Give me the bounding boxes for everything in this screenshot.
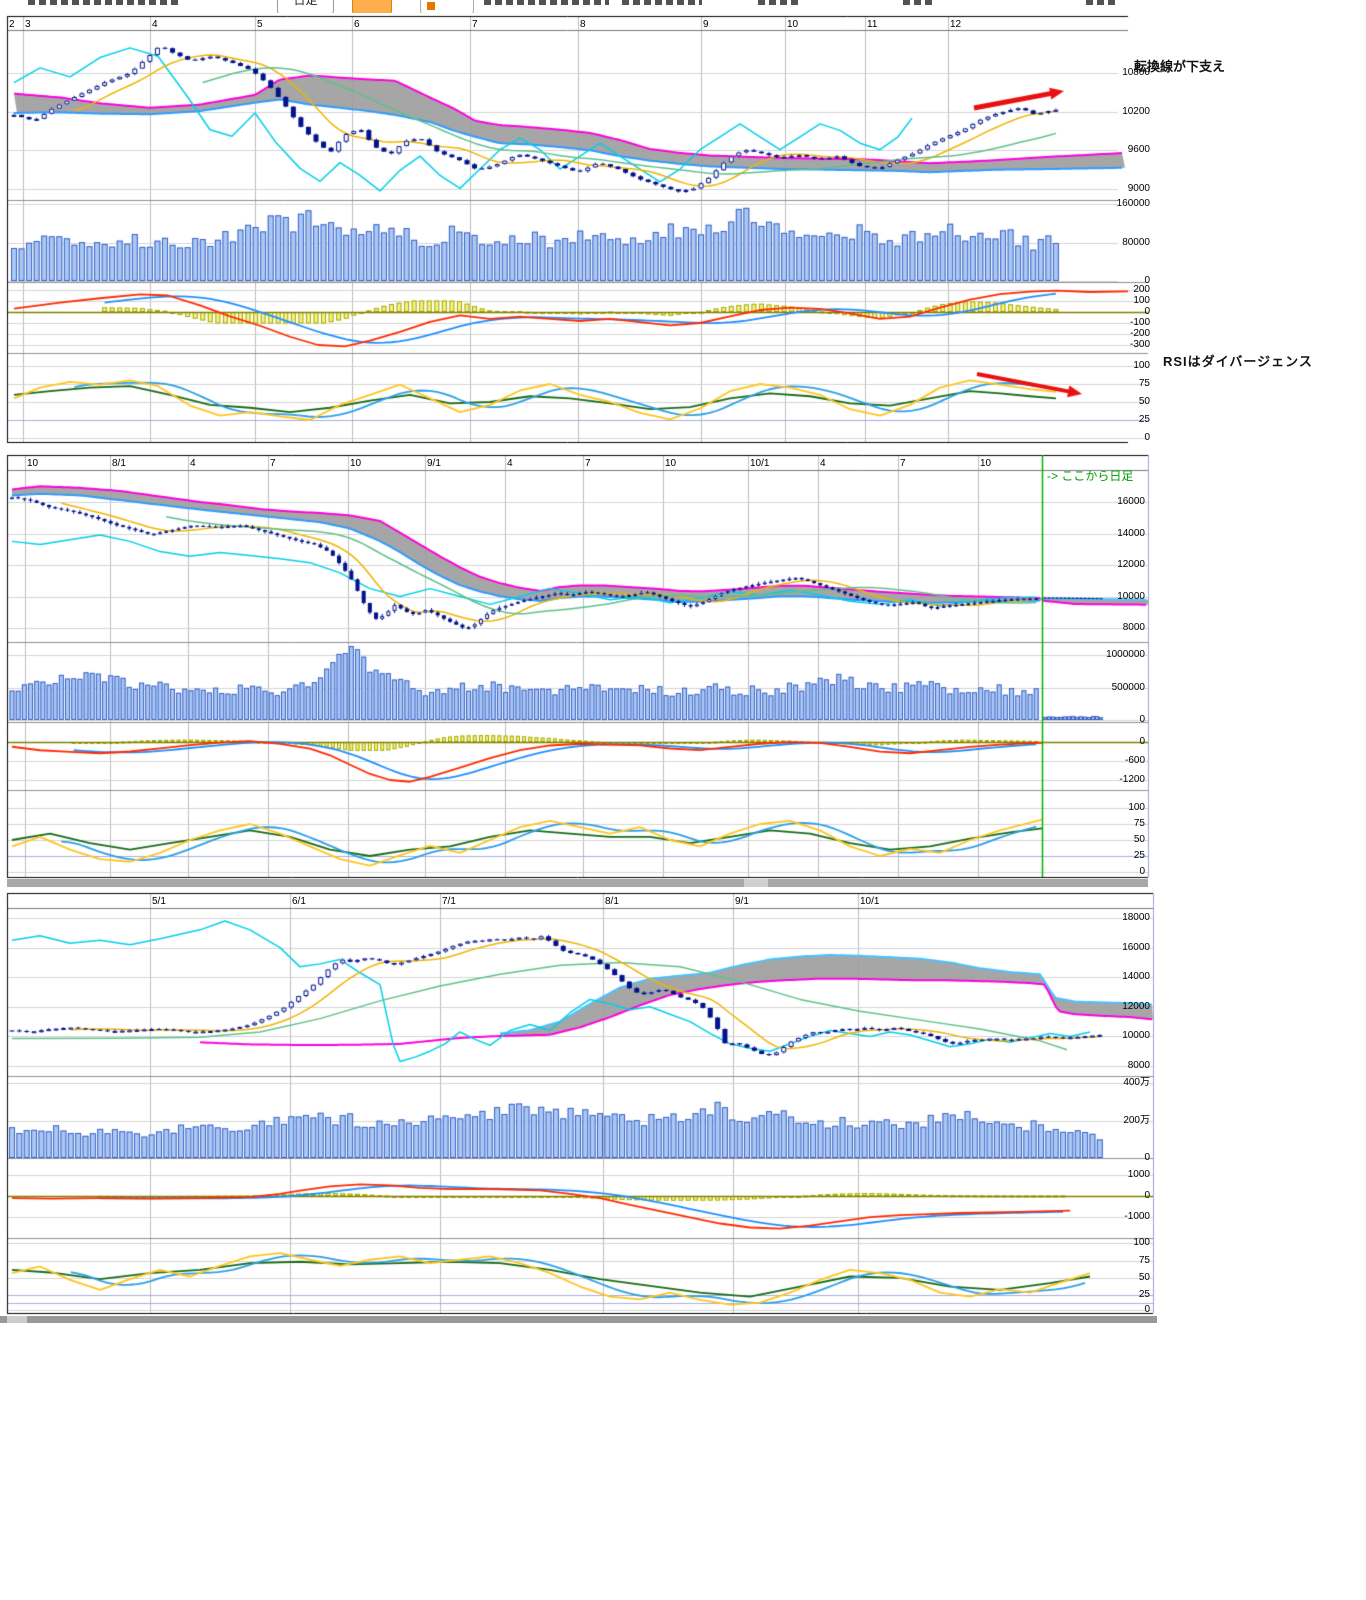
toolbar-color-button[interactable] (420, 0, 474, 13)
toolbar-text-fragment (903, 0, 933, 5)
toolbar-text-fragment (758, 0, 800, 5)
annotation-tenkan-support: 転換線が下支え (1134, 59, 1226, 74)
color-swatch-icon (427, 2, 435, 10)
toolbar-orange-button[interactable] (352, 0, 392, 13)
chart2-hscrollbar[interactable] (7, 879, 1148, 887)
toolbar-text-fragment (622, 0, 702, 5)
toolbar-text-fragment (484, 0, 609, 5)
annotation-rsi-divergence: RSIはダイバージェンス (1163, 354, 1313, 369)
chart3-scrollbar-thumb[interactable] (7, 1316, 27, 1323)
toolbar-text-fragment (28, 0, 178, 5)
chart3-hscrollbar[interactable] (0, 1316, 1157, 1323)
toolbar-text-fragment (1086, 0, 1118, 5)
timeframe-dropdown-label: 日足 (293, 0, 318, 7)
toolbar-cropped: 日足 (0, 0, 1366, 13)
annotation-daily-from-here: -> ここから日足 (1047, 469, 1134, 483)
timeframe-dropdown[interactable]: 日足 (277, 0, 334, 13)
chart2-scrollbar-thumb[interactable] (744, 879, 768, 887)
